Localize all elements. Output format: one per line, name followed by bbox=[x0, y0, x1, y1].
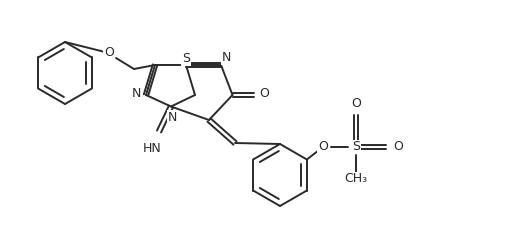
Text: O: O bbox=[259, 87, 269, 100]
Text: O: O bbox=[318, 140, 328, 154]
Text: N: N bbox=[131, 87, 141, 100]
Text: S: S bbox=[182, 52, 190, 65]
Text: O: O bbox=[393, 140, 403, 154]
Text: CH₃: CH₃ bbox=[345, 172, 368, 186]
Text: N: N bbox=[167, 111, 177, 124]
Text: HN: HN bbox=[143, 142, 162, 154]
Text: O: O bbox=[104, 47, 114, 59]
Text: O: O bbox=[351, 98, 361, 110]
Text: S: S bbox=[352, 140, 360, 154]
Text: N: N bbox=[221, 51, 231, 65]
